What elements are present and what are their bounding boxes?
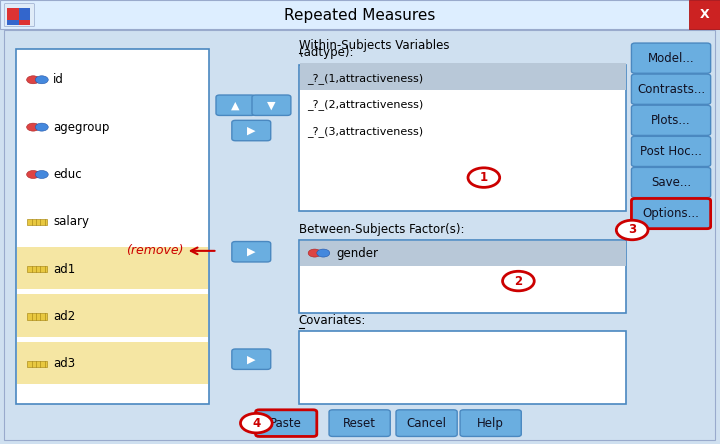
Text: 3: 3 <box>628 223 636 237</box>
FancyBboxPatch shape <box>232 349 271 369</box>
Circle shape <box>27 170 40 178</box>
Circle shape <box>27 76 40 84</box>
Text: Model...: Model... <box>648 52 694 65</box>
Text: ▶: ▶ <box>247 126 256 135</box>
Circle shape <box>616 220 648 240</box>
Text: ▶: ▶ <box>247 247 256 257</box>
Text: _?_(2,attractiveness): _?_(2,attractiveness) <box>307 99 423 110</box>
Text: Cancel: Cancel <box>407 416 446 430</box>
Circle shape <box>308 249 321 257</box>
Text: _?_(3,attractiveness): _?_(3,attractiveness) <box>307 126 423 137</box>
FancyBboxPatch shape <box>256 410 317 436</box>
Circle shape <box>35 76 48 84</box>
Text: (adtype):: (adtype): <box>299 46 354 59</box>
Circle shape <box>503 271 534 291</box>
Text: ▲: ▲ <box>231 100 240 110</box>
Bar <box>7 8 19 20</box>
Bar <box>299 331 626 404</box>
Text: ad2: ad2 <box>53 310 76 323</box>
Text: Plots...: Plots... <box>651 114 691 127</box>
FancyBboxPatch shape <box>460 410 521 436</box>
Bar <box>27 266 47 272</box>
Bar <box>17 294 208 337</box>
Text: Repeated Measures: Repeated Measures <box>284 8 436 23</box>
Text: Covariates:: Covariates: <box>299 314 366 327</box>
Bar <box>27 219 47 225</box>
Bar <box>17 247 208 289</box>
FancyBboxPatch shape <box>329 410 390 436</box>
Bar <box>27 361 47 367</box>
Bar <box>19 20 30 25</box>
Text: X: X <box>700 8 709 21</box>
Bar <box>16 49 209 404</box>
Bar <box>7 20 19 25</box>
Text: ad3: ad3 <box>53 357 76 370</box>
Bar <box>17 341 208 384</box>
Circle shape <box>240 413 272 433</box>
Text: Between-Subjects Factor(s):: Between-Subjects Factor(s): <box>299 223 464 236</box>
Bar <box>19 8 30 20</box>
Text: (remove): (remove) <box>126 244 184 258</box>
FancyBboxPatch shape <box>216 95 255 115</box>
FancyBboxPatch shape <box>232 120 271 141</box>
Text: salary: salary <box>53 215 89 228</box>
FancyBboxPatch shape <box>631 43 711 73</box>
Text: 4: 4 <box>252 416 261 430</box>
Circle shape <box>35 123 48 131</box>
FancyBboxPatch shape <box>631 198 711 229</box>
Text: ▶: ▶ <box>247 354 256 364</box>
Bar <box>300 241 626 266</box>
Text: gender: gender <box>336 246 378 260</box>
Text: 2: 2 <box>514 274 523 288</box>
FancyBboxPatch shape <box>631 74 711 104</box>
Text: id: id <box>53 73 64 86</box>
FancyBboxPatch shape <box>631 136 711 166</box>
Text: _?_(1,attractiveness): _?_(1,attractiveness) <box>307 73 423 83</box>
Bar <box>27 313 47 320</box>
Circle shape <box>35 170 48 178</box>
Text: Options...: Options... <box>643 207 699 220</box>
Text: Post Hoc...: Post Hoc... <box>640 145 702 158</box>
Text: Reset: Reset <box>343 416 376 430</box>
FancyBboxPatch shape <box>396 410 457 436</box>
Circle shape <box>468 168 500 187</box>
Text: educ: educ <box>53 168 82 181</box>
FancyBboxPatch shape <box>631 167 711 198</box>
Bar <box>689 0 720 29</box>
Bar <box>299 65 626 211</box>
Text: Within-Subjects Variables: Within-Subjects Variables <box>299 39 449 52</box>
Text: 1: 1 <box>480 171 488 184</box>
FancyBboxPatch shape <box>252 95 291 115</box>
FancyBboxPatch shape <box>631 105 711 135</box>
Bar <box>300 63 626 90</box>
Bar <box>0 0 720 29</box>
Text: Save...: Save... <box>651 176 691 189</box>
FancyBboxPatch shape <box>4 4 35 27</box>
Circle shape <box>317 249 330 257</box>
Text: Help: Help <box>477 416 504 430</box>
Text: agegroup: agegroup <box>53 121 109 134</box>
Text: Contrasts...: Contrasts... <box>637 83 705 96</box>
Text: Paste: Paste <box>270 416 302 430</box>
Circle shape <box>27 123 40 131</box>
FancyBboxPatch shape <box>232 242 271 262</box>
Text: ▼: ▼ <box>267 100 276 110</box>
Bar <box>299 240 626 313</box>
Text: ad1: ad1 <box>53 263 76 276</box>
